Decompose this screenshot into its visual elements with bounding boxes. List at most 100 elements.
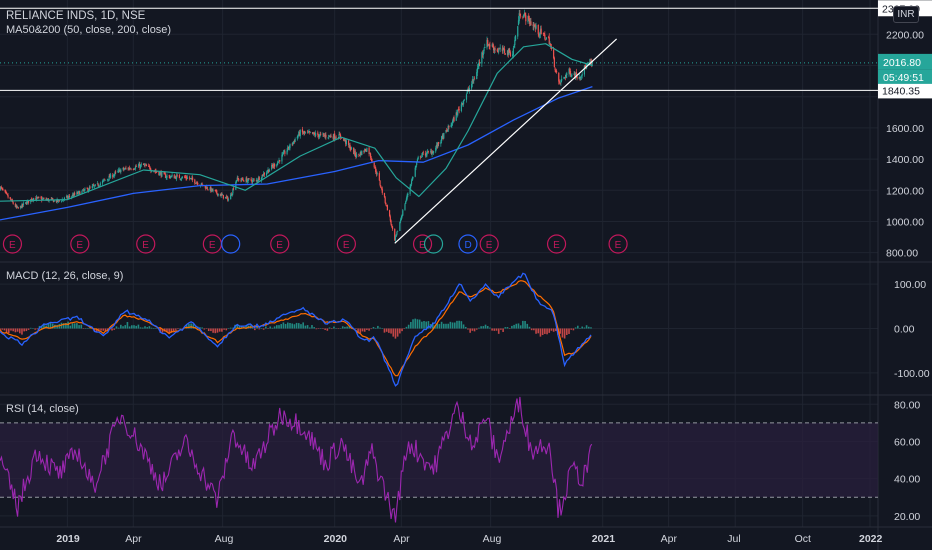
candle-up xyxy=(107,179,109,181)
candle-down xyxy=(430,151,432,155)
candle-up xyxy=(463,99,465,101)
macd-histogram-bar xyxy=(469,328,471,333)
candle-down xyxy=(256,180,258,181)
earnings-marker[interactable] xyxy=(70,234,90,254)
earnings-marker[interactable] xyxy=(336,234,356,254)
macd-histogram-bar xyxy=(561,328,564,338)
candle-down xyxy=(355,155,357,157)
candle-up xyxy=(15,205,17,207)
candle-down xyxy=(427,151,430,152)
candle-up xyxy=(535,25,537,29)
macd-histogram-bar xyxy=(80,324,83,329)
candle-down xyxy=(4,189,6,192)
macd-histogram-bar xyxy=(346,326,348,329)
symbol-title[interactable]: RELIANCE INDS, 1D, NSE xyxy=(6,10,146,22)
candle-down xyxy=(97,183,99,186)
candle-down xyxy=(2,189,4,190)
earnings-marker[interactable] xyxy=(546,234,567,254)
ma-legend[interactable]: MA50&200 (50, close, 200, close) xyxy=(6,24,172,36)
rsi-legend[interactable]: RSI (14, close) xyxy=(6,403,79,415)
candle-down xyxy=(5,191,7,193)
candle-up xyxy=(468,87,471,91)
macd-signal-line xyxy=(0,280,592,377)
macd-histogram-bar xyxy=(348,325,351,329)
earnings-marker[interactable] xyxy=(2,234,23,254)
candle-up xyxy=(476,67,479,73)
candle-up xyxy=(123,169,126,170)
candle-up xyxy=(590,60,592,63)
time-axis-tick: 2022 xyxy=(859,533,883,545)
candle-up xyxy=(486,39,488,48)
macd-histogram-bar xyxy=(227,328,230,329)
candle-up xyxy=(165,177,167,179)
candle-up xyxy=(217,193,219,196)
candle-up xyxy=(465,94,468,100)
macd-histogram-bar xyxy=(201,327,203,329)
candle-up xyxy=(92,185,94,187)
macd-histogram-bar xyxy=(98,328,100,330)
candle-up xyxy=(508,48,510,55)
earnings-marker[interactable] xyxy=(412,234,433,254)
candle-down xyxy=(347,140,350,146)
macd-histogram-bar xyxy=(104,328,107,332)
hline-price-label-bg xyxy=(878,82,932,99)
macd-histogram-bar xyxy=(291,323,293,329)
macd-histogram-bar xyxy=(40,325,43,329)
candle-up xyxy=(512,48,514,56)
macd-histogram-bar xyxy=(385,328,388,332)
macd-histogram-bar xyxy=(10,328,12,331)
macd-histogram-bar xyxy=(124,325,127,329)
macd-histogram-bar xyxy=(192,324,195,329)
candle-down xyxy=(332,136,334,139)
macd-histogram-bar xyxy=(172,328,175,332)
candle-up xyxy=(42,198,44,200)
macd-histogram-bar xyxy=(396,328,399,337)
macd-histogram-bar xyxy=(188,324,190,329)
candle-down xyxy=(7,195,9,198)
candle-down xyxy=(525,15,527,22)
macd-histogram-bar xyxy=(535,328,537,334)
earnings-marker[interactable] xyxy=(270,234,290,254)
candle-down xyxy=(74,193,76,195)
candle-down xyxy=(520,16,522,18)
earnings-marker[interactable] xyxy=(136,234,156,254)
currency-badge[interactable]: INR xyxy=(893,6,919,23)
candle-up xyxy=(452,117,454,121)
candle-down xyxy=(384,197,386,203)
macd-histogram-bar xyxy=(552,328,555,332)
candle-up xyxy=(19,205,22,208)
candle-up xyxy=(140,164,142,166)
candle-down xyxy=(380,185,382,188)
time-axis-tick: Aug xyxy=(483,533,502,545)
candle-up xyxy=(299,129,301,137)
earnings-marker[interactable] xyxy=(458,234,478,254)
candle-down xyxy=(503,49,506,53)
macd-histogram-bar xyxy=(416,319,419,329)
macd-histogram-bar xyxy=(379,327,381,329)
earnings-marker[interactable] xyxy=(479,234,499,254)
event-marker[interactable] xyxy=(221,234,241,254)
candle-up xyxy=(297,135,299,138)
candle-up xyxy=(282,152,285,155)
candle-down xyxy=(544,34,546,39)
candle-up xyxy=(399,221,401,231)
macd-histogram-bar xyxy=(71,323,74,329)
macd-histogram-bar xyxy=(229,327,232,329)
candle-down xyxy=(509,52,512,57)
candle-down xyxy=(458,109,460,111)
trendline[interactable] xyxy=(394,38,618,244)
candle-up xyxy=(117,171,119,173)
candle-up xyxy=(99,183,101,186)
macd-histogram-bar xyxy=(508,328,511,329)
macd-histogram-bar xyxy=(43,324,45,329)
event-marker[interactable] xyxy=(423,234,444,254)
candle-up xyxy=(445,130,447,133)
macd-histogram-bar xyxy=(73,323,76,329)
candle-up xyxy=(421,152,424,156)
macd-legend[interactable]: MACD (12, 26, close, 9) xyxy=(6,270,124,282)
earnings-marker[interactable] xyxy=(608,234,628,254)
candle-up xyxy=(53,200,55,202)
macd-histogram-bar xyxy=(546,328,548,335)
